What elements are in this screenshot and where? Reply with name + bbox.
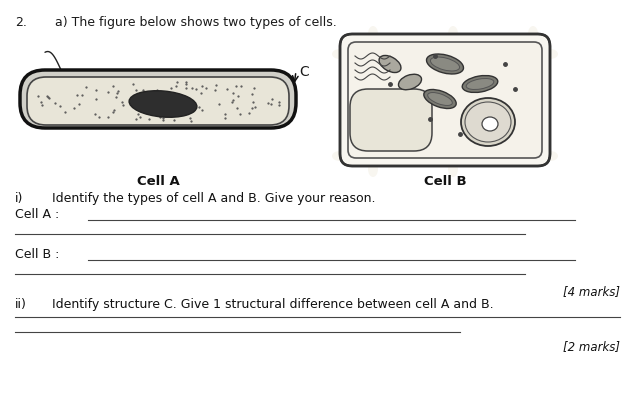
FancyBboxPatch shape bbox=[348, 43, 542, 159]
Text: Identify structure C. Give 1 structural difference between cell A and B.: Identify structure C. Give 1 structural … bbox=[52, 297, 493, 310]
Text: i): i) bbox=[15, 192, 24, 205]
FancyBboxPatch shape bbox=[27, 78, 289, 126]
Text: ii): ii) bbox=[15, 297, 27, 310]
Ellipse shape bbox=[431, 58, 460, 72]
Ellipse shape bbox=[465, 103, 511, 143]
Ellipse shape bbox=[466, 79, 494, 90]
Ellipse shape bbox=[368, 27, 378, 43]
Text: Cell B: Cell B bbox=[424, 174, 467, 188]
Ellipse shape bbox=[542, 152, 558, 162]
Ellipse shape bbox=[399, 75, 422, 91]
Ellipse shape bbox=[461, 99, 515, 147]
Ellipse shape bbox=[368, 162, 378, 178]
Ellipse shape bbox=[462, 76, 498, 93]
Ellipse shape bbox=[528, 27, 538, 43]
Text: Cell B :: Cell B : bbox=[15, 247, 60, 260]
Ellipse shape bbox=[424, 90, 456, 109]
Text: 2.: 2. bbox=[15, 16, 27, 29]
Ellipse shape bbox=[129, 91, 197, 118]
Ellipse shape bbox=[482, 118, 498, 132]
FancyBboxPatch shape bbox=[350, 90, 432, 152]
Text: a) The figure below shows two types of cells.: a) The figure below shows two types of c… bbox=[55, 16, 337, 29]
Text: Identify the types of cell A and B. Give your reason.: Identify the types of cell A and B. Give… bbox=[52, 192, 376, 205]
Text: Cell A :: Cell A : bbox=[15, 207, 60, 221]
FancyBboxPatch shape bbox=[20, 71, 296, 129]
Ellipse shape bbox=[542, 50, 558, 60]
Ellipse shape bbox=[428, 93, 452, 106]
Text: [4 marks]: [4 marks] bbox=[563, 284, 620, 297]
Text: Cell A: Cell A bbox=[136, 174, 179, 188]
Ellipse shape bbox=[448, 162, 458, 178]
Ellipse shape bbox=[332, 50, 348, 60]
Ellipse shape bbox=[426, 55, 463, 75]
Ellipse shape bbox=[379, 56, 401, 73]
Ellipse shape bbox=[332, 152, 348, 162]
Text: C: C bbox=[299, 65, 308, 79]
Text: [2 marks]: [2 marks] bbox=[563, 339, 620, 352]
FancyBboxPatch shape bbox=[340, 35, 550, 166]
Ellipse shape bbox=[448, 27, 458, 43]
